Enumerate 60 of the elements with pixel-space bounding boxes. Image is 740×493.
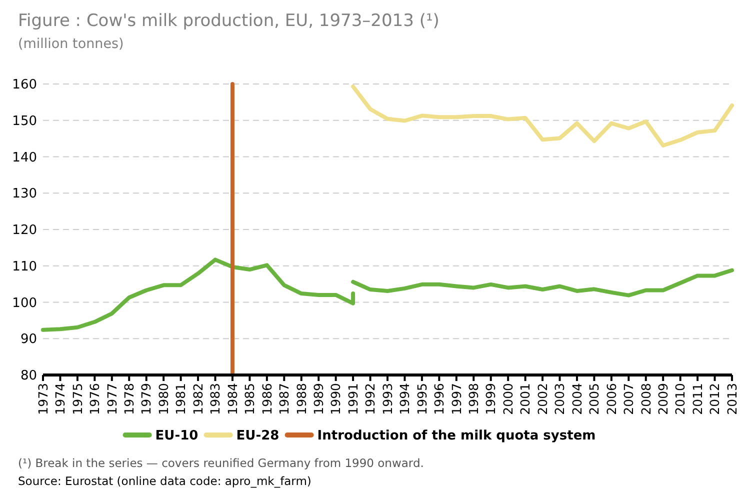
- x-tick-label: 2008: [638, 382, 654, 415]
- legend-label: EU-28: [236, 428, 280, 444]
- x-tick-label: 1989: [310, 382, 326, 415]
- x-tick-label: 1992: [362, 383, 378, 415]
- y-tick-label: 130: [12, 186, 37, 202]
- x-tick-label: 1983: [208, 383, 223, 415]
- x-tick-label: 2003: [552, 383, 568, 415]
- x-tick-label: 1995: [414, 383, 430, 415]
- x-tick-label: 2009: [655, 382, 670, 415]
- x-tick-label: 2013: [724, 383, 740, 415]
- y-tick-label: 160: [12, 78, 37, 93]
- x-tick-label: 1979: [138, 382, 154, 415]
- x-tick-label: 1988: [294, 382, 309, 415]
- x-tick-label: 2011: [690, 383, 705, 415]
- x-tick-label: 1987: [276, 383, 292, 415]
- x-tick-label: 1978: [122, 382, 136, 415]
- line-series: [351, 84, 734, 148]
- x-tick-label: 1975: [70, 383, 85, 415]
- legend-label: EU-10: [155, 428, 198, 444]
- y-tick-label: 90: [20, 332, 37, 348]
- x-tick-label: 2005: [586, 383, 602, 415]
- x-tick-label: 1977: [104, 383, 120, 415]
- x-tick-label: 2012: [707, 383, 722, 415]
- x-tick-label: 1986: [259, 382, 274, 415]
- x-tick-label: 1985: [242, 383, 258, 415]
- line-series: [41, 258, 356, 332]
- x-tick-label: 1981: [173, 383, 188, 415]
- x-tick-label: 1980: [156, 382, 171, 415]
- x-tick-label: 2000: [500, 382, 516, 415]
- x-tick-label: 1991: [345, 383, 360, 415]
- x-tick-label: 1974: [52, 382, 68, 415]
- x-tick-label: 2004: [569, 382, 584, 415]
- x-tick-label: 1976: [87, 382, 102, 415]
- x-tick-label: 1984: [224, 382, 240, 415]
- x-tick-label: 2007: [621, 383, 636, 415]
- y-tick-label: 120: [12, 223, 37, 238]
- x-tick-label: 1990: [328, 382, 344, 415]
- text: (¹) Break in the series — covers reunified Germany from 1990 onward.: [18, 456, 424, 470]
- y-tick-label: 80: [20, 368, 37, 384]
- x-tick-label: 1993: [380, 383, 395, 415]
- x-tick-label: 2002: [534, 383, 550, 415]
- x-tick-label: 1999: [483, 382, 498, 415]
- line-series: [351, 268, 734, 298]
- x-tick-label: 1973: [35, 383, 50, 415]
- x-tick-label: 1994: [397, 382, 412, 415]
- x-tick-label: 1997: [448, 383, 464, 415]
- legend-label: Introduction of the milk quota system: [317, 428, 596, 444]
- x-tick-label: 2010: [672, 382, 688, 415]
- y-tick-label: 100: [12, 296, 37, 311]
- y-tick-label: 150: [12, 114, 37, 129]
- chart-subtitle: (million tonnes): [18, 36, 124, 52]
- x-tick-label: 2006: [604, 382, 619, 415]
- x-tick-label: 2001: [518, 383, 533, 415]
- y-tick-label: 140: [12, 150, 37, 166]
- x-tick-label: 1996: [432, 382, 447, 415]
- chart-title: Figure : Cow's milk production, EU, 1973–2013 (¹): [18, 11, 440, 31]
- x-tick-label: 1998: [466, 382, 481, 415]
- x-tick-label: 1982: [190, 383, 206, 415]
- y-tick-label: 110: [12, 259, 37, 274]
- source-note: Source: Eurostat (online data code: apro_mk_farm): [18, 474, 312, 488]
